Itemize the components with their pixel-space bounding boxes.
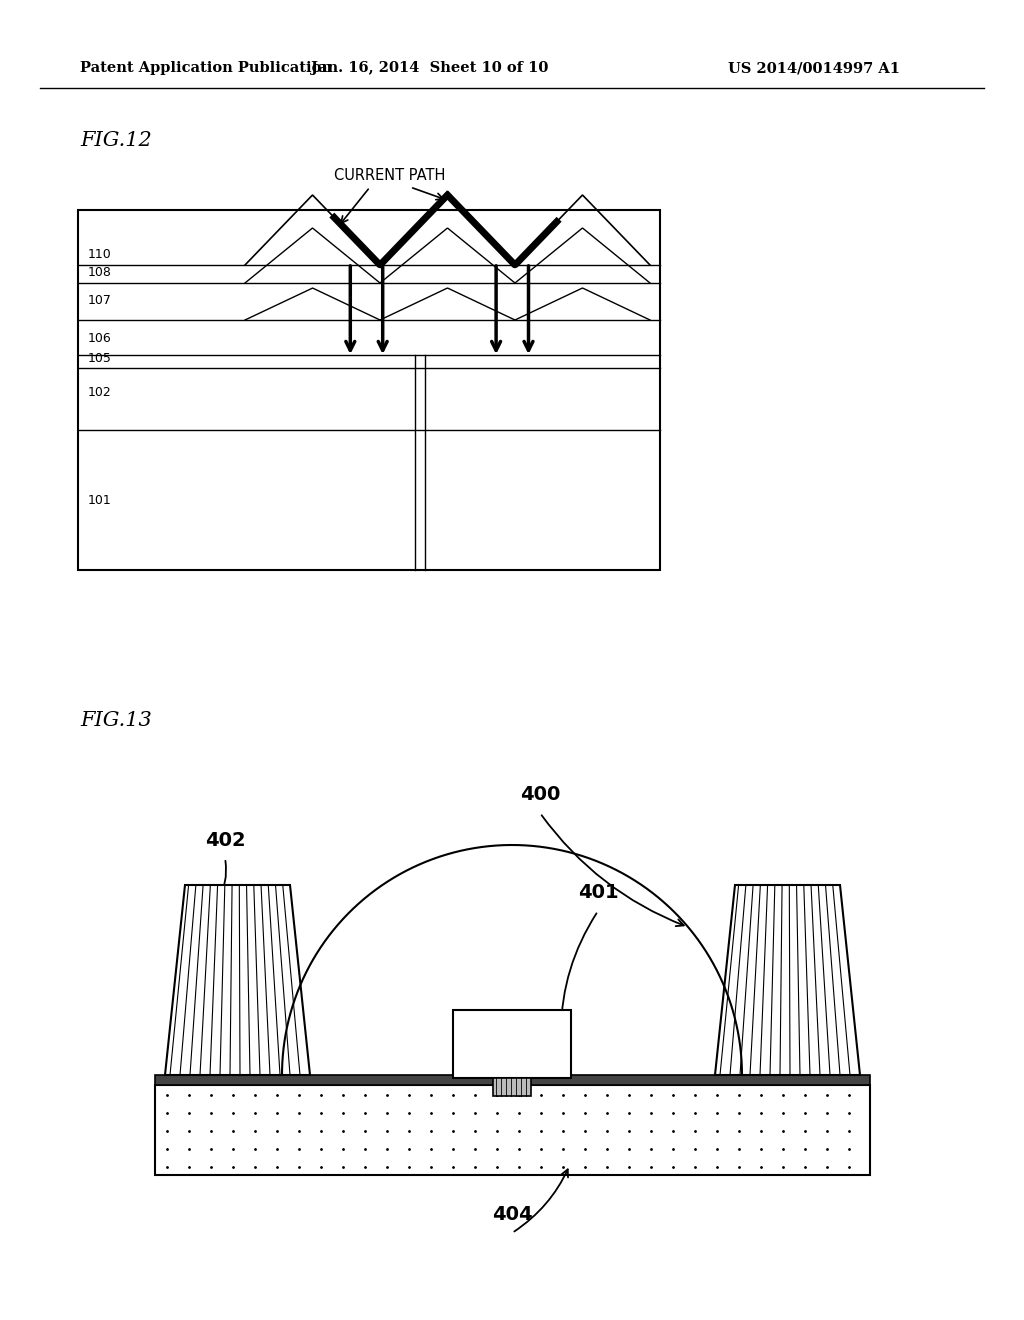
- Bar: [78, 210, 660, 570]
- Text: 106: 106: [88, 331, 112, 345]
- Text: 400: 400: [520, 785, 560, 804]
- Text: 107: 107: [88, 293, 112, 306]
- Text: 403: 403: [773, 928, 813, 946]
- Bar: [155, 1074, 870, 1085]
- Polygon shape: [165, 884, 310, 1074]
- Text: 404: 404: [492, 1205, 532, 1225]
- Text: FIG.13: FIG.13: [80, 710, 152, 730]
- Text: US 2014/0014997 A1: US 2014/0014997 A1: [728, 61, 900, 75]
- Text: CURRENT PATH: CURRENT PATH: [334, 168, 445, 182]
- Bar: [155, 1085, 870, 1175]
- Text: 102: 102: [88, 385, 112, 399]
- Text: Patent Application Publication: Patent Application Publication: [80, 61, 332, 75]
- Bar: [493, 1078, 531, 1096]
- Text: 402: 402: [205, 830, 246, 850]
- Text: 108: 108: [88, 267, 112, 280]
- Bar: [453, 1010, 571, 1078]
- Text: 110: 110: [88, 248, 112, 261]
- Text: 101: 101: [88, 494, 112, 507]
- Polygon shape: [715, 884, 860, 1074]
- Text: 401: 401: [578, 883, 618, 903]
- Text: Jan. 16, 2014  Sheet 10 of 10: Jan. 16, 2014 Sheet 10 of 10: [311, 61, 549, 75]
- Text: 105: 105: [88, 351, 112, 364]
- Text: FIG.12: FIG.12: [80, 131, 152, 149]
